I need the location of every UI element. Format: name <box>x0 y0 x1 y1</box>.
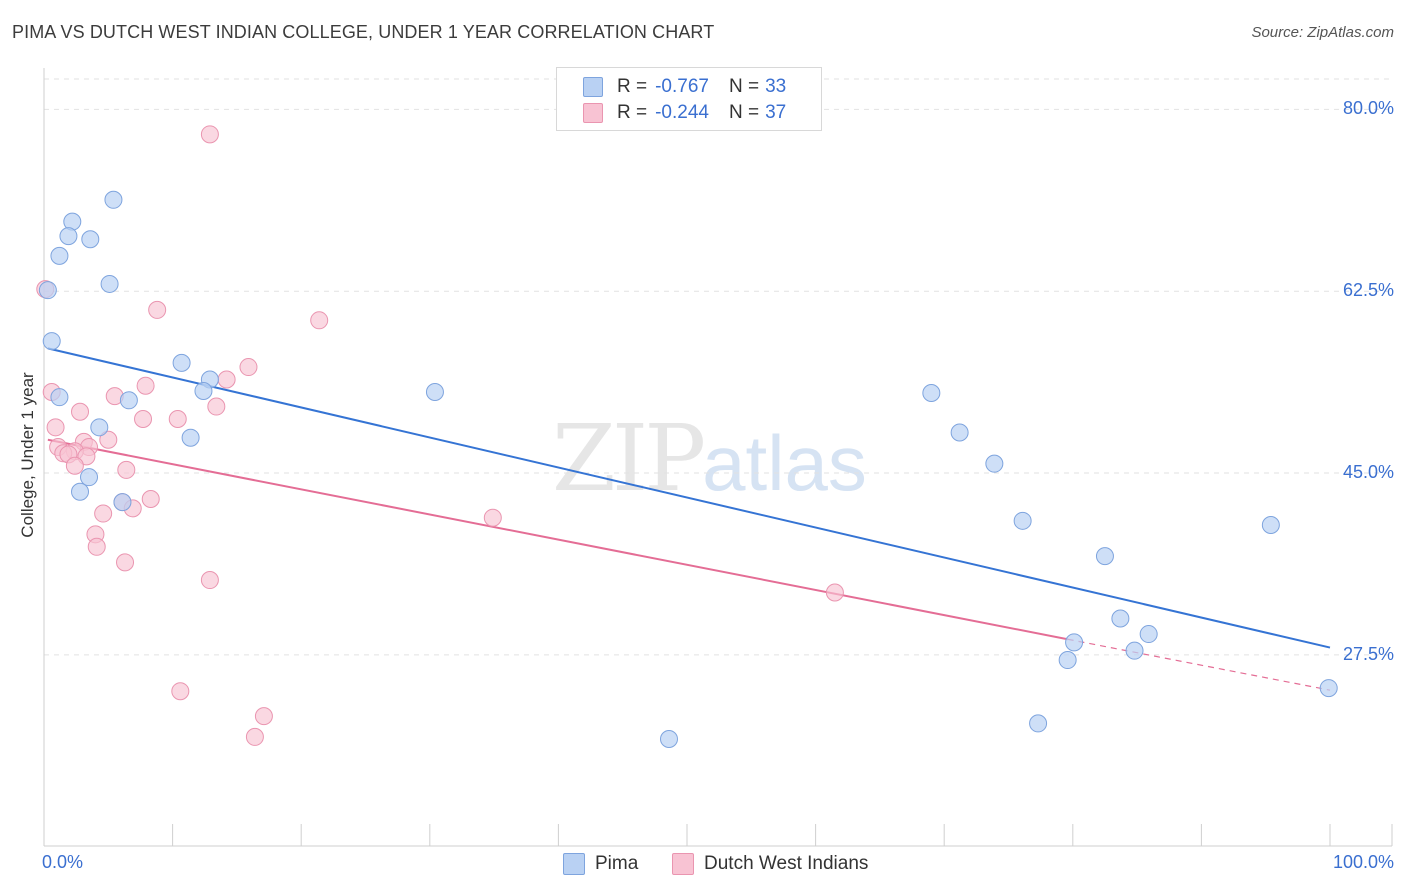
x-tick-label-min: 0.0% <box>42 852 84 872</box>
dwi-point <box>207 397 226 416</box>
dwi-point <box>99 430 118 449</box>
dwi-n-label: N = <box>728 102 760 123</box>
pima-point <box>1095 547 1114 566</box>
x-tick-label-max: 100.0% <box>1332 852 1394 872</box>
dwi-point <box>46 418 65 437</box>
dwi-point <box>254 707 273 726</box>
pima-point <box>59 227 78 246</box>
stats-legend: R = -0.767 N = 33 R = -0.244 N = 37 <box>556 67 822 131</box>
dwi-point <box>200 125 219 144</box>
dwi-point <box>200 571 219 590</box>
dwi-point <box>65 456 84 475</box>
dwi-n-value: 37 <box>765 102 787 123</box>
pima-point <box>181 428 200 447</box>
dwi-point <box>116 553 135 572</box>
trend-lines <box>47 347 1331 691</box>
dwi-point <box>239 358 258 377</box>
dwi-point <box>310 311 329 330</box>
pima-point <box>1058 651 1077 670</box>
pima-point <box>100 274 119 293</box>
axes <box>43 68 1393 847</box>
dwi-point <box>171 682 190 701</box>
dwi-point <box>245 727 264 746</box>
dwi-point <box>87 537 106 556</box>
dwi-trend-extension <box>1067 638 1331 691</box>
source-credit: Source: ZipAtlas.com <box>1251 24 1394 41</box>
dwi-trend-line <box>47 438 1068 641</box>
pima-point <box>1111 609 1130 628</box>
pima-n-value: 33 <box>765 76 787 97</box>
dwi-point <box>71 402 90 421</box>
bottom-legend-dwi: Dutch West Indians <box>672 852 868 876</box>
pima-point <box>90 418 109 437</box>
pima-point <box>50 388 69 407</box>
dwi-r-value: -0.244 <box>655 102 709 123</box>
pima-legend-label: Pima <box>595 853 639 874</box>
dwi-point <box>94 504 113 523</box>
pima-point <box>113 493 132 512</box>
pima-point <box>659 729 678 748</box>
pima-point <box>38 281 57 300</box>
pima-point <box>1139 625 1158 644</box>
pima-point <box>1319 679 1338 698</box>
dwi-point <box>136 376 155 395</box>
pima-point <box>172 353 191 372</box>
bottom-legend-pima: Pima <box>563 852 638 876</box>
y-tick-label-1: 45.0% <box>1342 462 1394 483</box>
legend-row-pima: R = -0.767 N = 33 <box>583 75 786 99</box>
dwi-legend-swatch-icon <box>672 853 694 875</box>
pima-point <box>1261 515 1280 534</box>
dwi-point <box>134 410 153 429</box>
pima-point <box>119 391 138 410</box>
dwi-legend-label: Dutch West Indians <box>704 853 869 874</box>
pima-swatch-icon <box>583 77 603 97</box>
dwi-point <box>168 410 187 429</box>
pima-point <box>42 332 61 351</box>
dwi-point <box>825 583 844 602</box>
data-points <box>36 125 1338 748</box>
pima-point <box>81 230 100 249</box>
watermark-zip: ZIP <box>552 405 706 512</box>
pima-point <box>104 190 123 209</box>
pima-point <box>71 482 90 501</box>
pima-trend-line <box>47 347 1331 649</box>
pima-point <box>1125 641 1144 660</box>
pima-point <box>50 246 69 265</box>
y-tick-label-0: 27.5% <box>1342 643 1394 664</box>
y-tick-label-3: 80.0% <box>1342 98 1394 119</box>
y-axis-label: College, Under 1 year <box>18 372 37 538</box>
dwi-swatch-icon <box>583 103 603 123</box>
watermark: ZIPatlas <box>552 405 867 512</box>
chart-title: PIMA VS DUTCH WEST INDIAN COLLEGE, UNDER… <box>12 22 715 42</box>
dwi-point <box>483 508 502 527</box>
pima-n-label: N = <box>728 76 760 97</box>
pima-point <box>1065 633 1084 652</box>
pima-point <box>1029 714 1048 733</box>
pima-point <box>80 468 99 487</box>
legend-row-dwi: R = -0.244 N = 37 <box>583 101 786 125</box>
pima-point <box>950 423 969 442</box>
y-tick-label-2: 62.5% <box>1342 280 1394 301</box>
dwi-point <box>117 460 136 479</box>
pima-point <box>1013 511 1032 530</box>
pima-point <box>425 382 444 401</box>
pima-r-value: -0.767 <box>655 76 709 97</box>
watermark-atlas: atlas <box>702 419 867 507</box>
dwi-point <box>141 489 160 508</box>
dwi-point <box>148 300 167 319</box>
pima-r-label: R = <box>617 76 648 97</box>
dwi-r-label: R = <box>617 102 648 123</box>
pima-point <box>194 381 213 400</box>
pima-point <box>985 454 1004 473</box>
pima-legend-swatch-icon <box>563 853 585 875</box>
pima-point <box>922 384 941 403</box>
dwi-point <box>217 370 236 389</box>
